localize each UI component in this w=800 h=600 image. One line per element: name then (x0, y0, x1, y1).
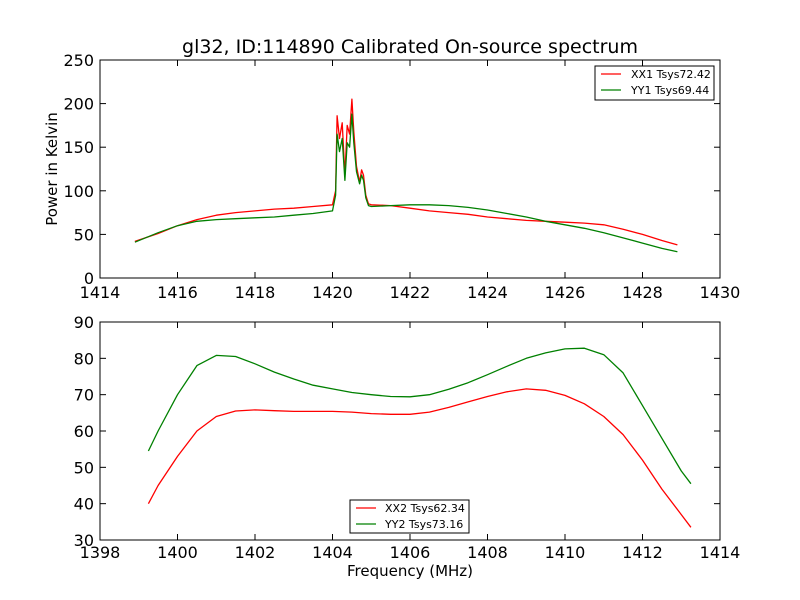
bottom-x-tick-label: 1408 (467, 543, 508, 562)
bottom-y-tick-label: 40 (74, 495, 94, 514)
bottom-legend: XX2 Tsys62.34 YY2 Tsys73.16 (349, 499, 470, 534)
bottom-legend-label-xx2: XX2 Tsys62.34 (385, 502, 465, 515)
bottom-y-tick-label: 30 (74, 531, 94, 550)
bottom-y-ticks: 30 40 50 60 70 80 90 (74, 313, 94, 550)
bottom-x-tick-label: 1410 (545, 543, 586, 562)
top-x-tick-label: 1422 (390, 283, 431, 302)
bottom-x-tick-label: 1406 (390, 543, 431, 562)
top-legend-label-xx1: XX1 Tsys72.42 (631, 68, 711, 81)
chart-title: gl32, ID:114890 Calibrated On-source spe… (182, 36, 638, 58)
top-y-tick-label: 50 (74, 225, 94, 244)
bottom-x-tick-label: 1398 (80, 543, 121, 562)
top-x-tick-label: 1418 (235, 283, 276, 302)
top-plot: 1414 1416 1418 1420 1422 1424 1426 1428 … (43, 51, 740, 302)
top-series-line-yy1 (134, 113, 678, 253)
top-y-tick-label: 200 (63, 95, 94, 114)
bottom-series-lines (147, 347, 692, 528)
top-legend-label-yy1: YY1 Tsys69.44 (630, 84, 709, 97)
top-x-tick-label: 1430 (700, 283, 741, 302)
top-tick-marks (99, 59, 721, 279)
top-y-tick-label: 150 (63, 138, 94, 157)
top-x-tick-label: 1428 (622, 283, 663, 302)
bottom-x-tick-label: 1400 (157, 543, 198, 562)
bottom-series-line-yy2 (147, 347, 692, 485)
bottom-plot: 1398 1400 1402 1404 1406 1408 1410 1412 … (74, 313, 741, 580)
top-x-tick-label: 1420 (312, 283, 353, 302)
top-x-tick-label: 1416 (157, 283, 198, 302)
bottom-legend-box (349, 499, 470, 534)
top-y-tick-label: 0 (84, 269, 94, 288)
bottom-y-tick-label: 70 (74, 386, 94, 405)
top-y-axis-label: Power in Kelvin (43, 112, 61, 226)
top-series-lines (134, 98, 678, 253)
bottom-x-tick-label: 1414 (700, 543, 741, 562)
top-x-tick-label: 1424 (467, 283, 508, 302)
bottom-series-line-xx2 (147, 388, 692, 528)
top-y-tick-label: 100 (63, 182, 94, 201)
bottom-tick-marks (99, 321, 721, 541)
top-x-tick-label: 1426 (545, 283, 586, 302)
top-legend-box (594, 65, 715, 101)
bottom-y-tick-label: 90 (74, 313, 94, 332)
bottom-y-tick-label: 60 (74, 422, 94, 441)
bottom-legend-label-yy2: YY2 Tsys73.16 (384, 518, 463, 531)
bottom-x-ticks: 1398 1400 1402 1404 1406 1408 1410 1412 … (80, 543, 741, 562)
top-y-ticks: 0 50 100 150 200 250 (63, 51, 94, 288)
bottom-y-tick-label: 50 (74, 458, 94, 477)
top-y-tick-label: 250 (63, 51, 94, 70)
bottom-x-axis-label: Frequency (MHz) (347, 562, 473, 580)
bottom-x-tick-label: 1412 (622, 543, 663, 562)
top-x-tick-label: 1414 (80, 283, 121, 302)
top-legend: XX1 Tsys72.42 YY1 Tsys69.44 (594, 65, 715, 101)
bottom-x-tick-label: 1404 (312, 543, 353, 562)
bottom-y-tick-label: 80 (74, 349, 94, 368)
top-x-ticks: 1414 1416 1418 1420 1422 1424 1426 1428 … (80, 283, 741, 302)
bottom-x-tick-label: 1402 (235, 543, 276, 562)
